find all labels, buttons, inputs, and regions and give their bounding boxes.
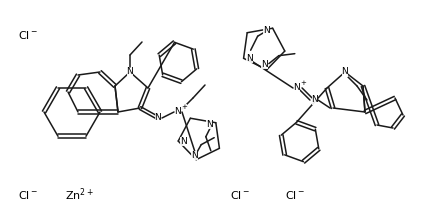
- Text: Cl$^-$: Cl$^-$: [18, 29, 38, 41]
- Text: Cl$^-$: Cl$^-$: [230, 189, 249, 201]
- Text: N: N: [263, 26, 269, 35]
- Text: N: N: [190, 151, 197, 160]
- Text: N: N: [246, 54, 252, 63]
- Text: N: N: [154, 113, 161, 122]
- Text: N: N: [293, 83, 300, 92]
- Text: N: N: [206, 120, 213, 129]
- Text: N: N: [341, 67, 347, 76]
- Text: +: +: [299, 80, 305, 86]
- Text: N: N: [179, 137, 186, 146]
- Text: N: N: [261, 60, 267, 69]
- Text: Cl$^-$: Cl$^-$: [284, 189, 304, 201]
- Text: Zn$^{2+}$: Zn$^{2+}$: [65, 187, 94, 203]
- Text: N: N: [174, 108, 181, 117]
- Text: Cl$^-$: Cl$^-$: [18, 189, 38, 201]
- Text: N: N: [126, 67, 133, 76]
- Text: N: N: [311, 95, 318, 104]
- Text: +: +: [181, 104, 187, 110]
